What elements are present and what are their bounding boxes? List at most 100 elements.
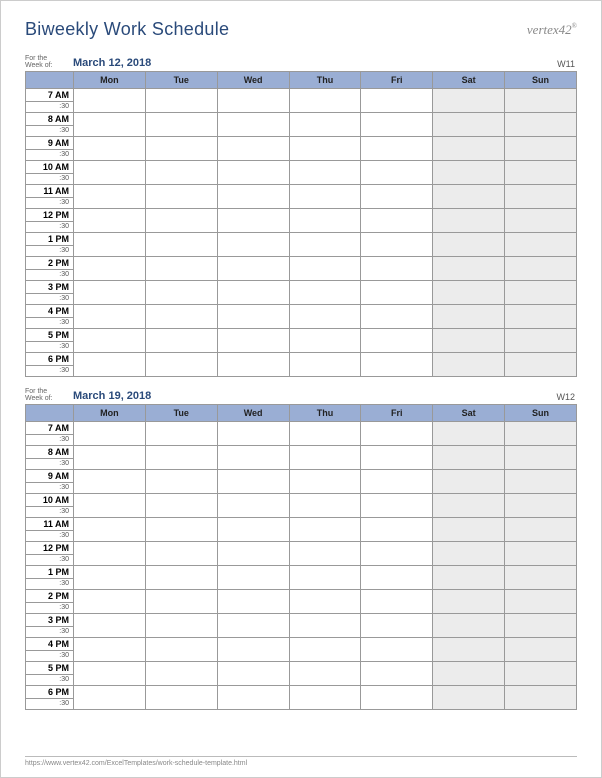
time-slot[interactable] [217,353,289,377]
time-slot[interactable] [505,566,577,590]
time-slot[interactable] [289,614,361,638]
time-slot[interactable] [217,638,289,662]
time-slot[interactable] [433,662,505,686]
time-slot[interactable] [505,353,577,377]
time-slot[interactable] [505,446,577,470]
time-slot[interactable] [217,329,289,353]
time-slot[interactable] [145,161,217,185]
time-slot[interactable] [74,233,146,257]
time-slot[interactable] [361,161,433,185]
time-slot[interactable] [145,494,217,518]
time-slot[interactable] [74,566,146,590]
time-slot[interactable] [289,686,361,710]
time-slot[interactable] [289,233,361,257]
time-slot[interactable] [361,257,433,281]
time-slot[interactable] [433,518,505,542]
time-slot[interactable] [145,422,217,446]
time-slot[interactable] [145,353,217,377]
time-slot[interactable] [145,137,217,161]
time-slot[interactable] [74,686,146,710]
time-slot[interactable] [505,590,577,614]
time-slot[interactable] [361,113,433,137]
time-slot[interactable] [433,638,505,662]
time-slot[interactable] [505,113,577,137]
time-slot[interactable] [289,662,361,686]
time-slot[interactable] [74,137,146,161]
time-slot[interactable] [505,185,577,209]
time-slot[interactable] [361,89,433,113]
time-slot[interactable] [433,209,505,233]
time-slot[interactable] [74,353,146,377]
time-slot[interactable] [74,209,146,233]
time-slot[interactable] [433,257,505,281]
time-slot[interactable] [361,638,433,662]
time-slot[interactable] [217,662,289,686]
time-slot[interactable] [74,470,146,494]
time-slot[interactable] [433,494,505,518]
time-slot[interactable] [433,185,505,209]
time-slot[interactable] [505,662,577,686]
time-slot[interactable] [361,305,433,329]
time-slot[interactable] [289,638,361,662]
time-slot[interactable] [433,353,505,377]
time-slot[interactable] [289,518,361,542]
time-slot[interactable] [289,422,361,446]
time-slot[interactable] [505,470,577,494]
time-slot[interactable] [145,329,217,353]
time-slot[interactable] [433,566,505,590]
time-slot[interactable] [145,89,217,113]
time-slot[interactable] [361,566,433,590]
time-slot[interactable] [217,686,289,710]
time-slot[interactable] [505,614,577,638]
time-slot[interactable] [217,233,289,257]
time-slot[interactable] [289,446,361,470]
time-slot[interactable] [505,422,577,446]
time-slot[interactable] [505,305,577,329]
time-slot[interactable] [289,470,361,494]
time-slot[interactable] [145,566,217,590]
time-slot[interactable] [145,614,217,638]
time-slot[interactable] [145,470,217,494]
time-slot[interactable] [74,185,146,209]
time-slot[interactable] [74,614,146,638]
time-slot[interactable] [289,113,361,137]
time-slot[interactable] [145,257,217,281]
time-slot[interactable] [505,137,577,161]
time-slot[interactable] [433,137,505,161]
time-slot[interactable] [217,470,289,494]
time-slot[interactable] [361,209,433,233]
time-slot[interactable] [433,590,505,614]
time-slot[interactable] [361,329,433,353]
time-slot[interactable] [145,446,217,470]
time-slot[interactable] [505,89,577,113]
time-slot[interactable] [145,542,217,566]
time-slot[interactable] [145,305,217,329]
time-slot[interactable] [74,590,146,614]
time-slot[interactable] [289,185,361,209]
time-slot[interactable] [74,281,146,305]
time-slot[interactable] [433,89,505,113]
time-slot[interactable] [289,542,361,566]
time-slot[interactable] [145,209,217,233]
time-slot[interactable] [505,233,577,257]
time-slot[interactable] [74,329,146,353]
time-slot[interactable] [433,686,505,710]
time-slot[interactable] [217,614,289,638]
time-slot[interactable] [145,113,217,137]
time-slot[interactable] [217,590,289,614]
time-slot[interactable] [145,518,217,542]
time-slot[interactable] [361,137,433,161]
time-slot[interactable] [505,281,577,305]
time-slot[interactable] [289,305,361,329]
time-slot[interactable] [74,305,146,329]
time-slot[interactable] [217,566,289,590]
time-slot[interactable] [145,638,217,662]
time-slot[interactable] [145,590,217,614]
time-slot[interactable] [74,89,146,113]
time-slot[interactable] [433,470,505,494]
time-slot[interactable] [433,422,505,446]
time-slot[interactable] [361,233,433,257]
time-slot[interactable] [289,353,361,377]
time-slot[interactable] [74,518,146,542]
time-slot[interactable] [361,422,433,446]
